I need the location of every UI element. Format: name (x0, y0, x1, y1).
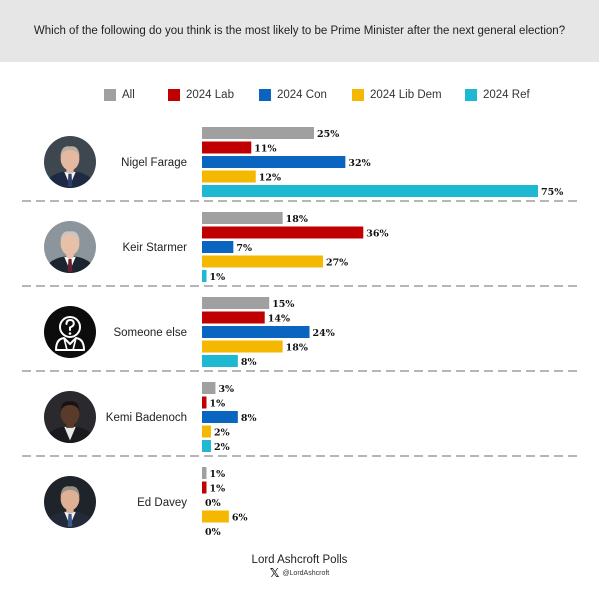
bar-chart: Nigel Farage 25% 11% 32% 12% 75% Keir Starmer 1… (22, 127, 578, 538)
bar-2024-lab (202, 396, 207, 409)
nigel-farage-portrait-icon (44, 136, 96, 188)
bar-2024-lab (202, 141, 252, 154)
bar-2024-con (202, 241, 234, 253)
bar-value-label: 1% (209, 272, 225, 283)
bar-value-label: 0% (205, 527, 221, 538)
bar-value-label: 8% (241, 357, 257, 368)
group-someone-else: Someone else 15% 14% 24% 18% 8% (22, 297, 578, 372)
bar-value-label: 18% (286, 343, 308, 354)
bar-2024-lib-dem (202, 510, 229, 523)
bar-value-label: 32% (348, 158, 370, 169)
bar-value-label: 3% (218, 384, 234, 395)
bar-all (202, 212, 283, 224)
footer: Lord Ashcroft Polls 𝕏 @LordAshcroft (0, 554, 599, 580)
group-label: Nigel Farage (121, 157, 187, 169)
bar-value-label: 6% (232, 513, 248, 524)
bar-2024-lib-dem (202, 170, 256, 183)
bar-value-label: 14% (268, 314, 290, 325)
bar-value-label: 75% (541, 187, 563, 198)
bar-value-label: 1% (209, 484, 225, 495)
group-label: Ed Davey (137, 497, 187, 509)
bar-value-label: 15% (272, 299, 294, 310)
bar-value-label: 0% (205, 498, 221, 509)
bar-value-label: 1% (209, 469, 225, 480)
bar-value-label: 12% (259, 173, 281, 184)
bar-value-label: 18% (286, 214, 308, 225)
bar-2024-ref (202, 185, 538, 197)
group-label: Kemi Badenoch (106, 412, 187, 424)
bar-2024-con (202, 411, 238, 423)
legend-label: 2024 Lib Dem (370, 89, 442, 101)
bar-2024-lib-dem (202, 340, 283, 353)
group-label: Someone else (113, 327, 187, 339)
bar-value-label: 11% (254, 144, 276, 155)
bar-2024-ref (202, 355, 238, 367)
group-keir-starmer: Keir Starmer 18% 36% 7% 27% 1% (22, 212, 578, 287)
social-handle-row: 𝕏 @LordAshcroft (0, 566, 599, 580)
bar-2024-lab (202, 311, 265, 324)
legend-item-2024-con: 2024 Con (259, 86, 327, 104)
legend-item-2024-lib-dem: 2024 Lib Dem (352, 86, 442, 104)
group-nigel-farage: Nigel Farage 25% 11% 32% 12% 75% (22, 127, 578, 202)
legend-swatch (259, 89, 271, 101)
legend-swatch (104, 89, 116, 101)
bar-value-label: 24% (313, 328, 335, 339)
bar-all (202, 467, 207, 479)
bar-2024-con (202, 326, 310, 338)
bar-2024-ref (202, 270, 207, 282)
legend-swatch (465, 89, 477, 101)
keir-starmer-portrait-icon (44, 221, 96, 273)
bar-2024-ref (202, 440, 211, 452)
bar-value-label: 2% (214, 442, 230, 453)
legend-item-2024-lab: 2024 Lab (168, 86, 234, 104)
bar-value-label: 1% (209, 399, 225, 410)
bar-2024-lab (202, 226, 364, 239)
legend-label: 2024 Ref (483, 89, 530, 101)
bar-value-label: 7% (236, 243, 252, 254)
bar-value-label: 27% (326, 258, 348, 269)
question-person-icon (44, 306, 96, 358)
group-ed-davey: Ed Davey 1% 1% 0% 6% 0% (44, 467, 248, 538)
brand-name: Lord Ashcroft Polls (251, 554, 348, 566)
bar-2024-lab (202, 481, 207, 494)
bar-value-label: 8% (241, 413, 257, 424)
x-logo-icon: 𝕏 (269, 566, 280, 580)
legend-item-all: All (104, 86, 135, 104)
question-header: Which of the following do you think is t… (0, 0, 599, 62)
group-label: Keir Starmer (122, 242, 187, 254)
legend: All 2024 Lab 2024 Con 2024 Lib Dem 2024 Ref (0, 86, 599, 104)
bar-2024-con (202, 156, 346, 168)
legend-item-2024-ref: 2024 Ref (465, 86, 530, 104)
kemi-badenoch-portrait-icon (44, 391, 96, 443)
bar-all (202, 297, 270, 309)
legend-swatch (168, 89, 180, 101)
legend-label: 2024 Lab (186, 89, 234, 101)
social-handle: @LordAshcroft (282, 569, 330, 577)
ed-davey-portrait-icon (44, 476, 96, 528)
bar-all (202, 382, 216, 394)
bar-value-label: 36% (366, 229, 388, 240)
bar-2024-lib-dem (202, 255, 323, 268)
question-text: Which of the following do you think is t… (33, 25, 566, 37)
legend-label: All (122, 89, 135, 101)
bar-all (202, 127, 314, 139)
legend-swatch (352, 89, 364, 101)
bar-2024-lib-dem (202, 425, 211, 438)
legend-label: 2024 Con (277, 89, 327, 101)
bar-value-label: 25% (317, 129, 339, 140)
group-kemi-badenoch: Kemi Badenoch 3% 1% 8% 2% 2% (22, 382, 578, 457)
bar-value-label: 2% (214, 428, 230, 439)
